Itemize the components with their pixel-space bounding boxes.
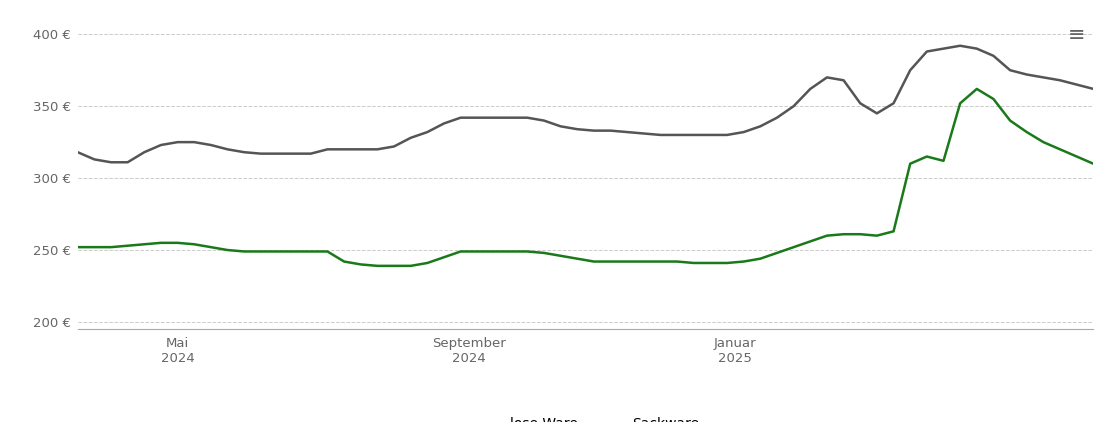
Text: ≡: ≡ bbox=[1068, 25, 1086, 45]
Legend: lose Ware, Sackware: lose Ware, Sackware bbox=[466, 411, 705, 422]
